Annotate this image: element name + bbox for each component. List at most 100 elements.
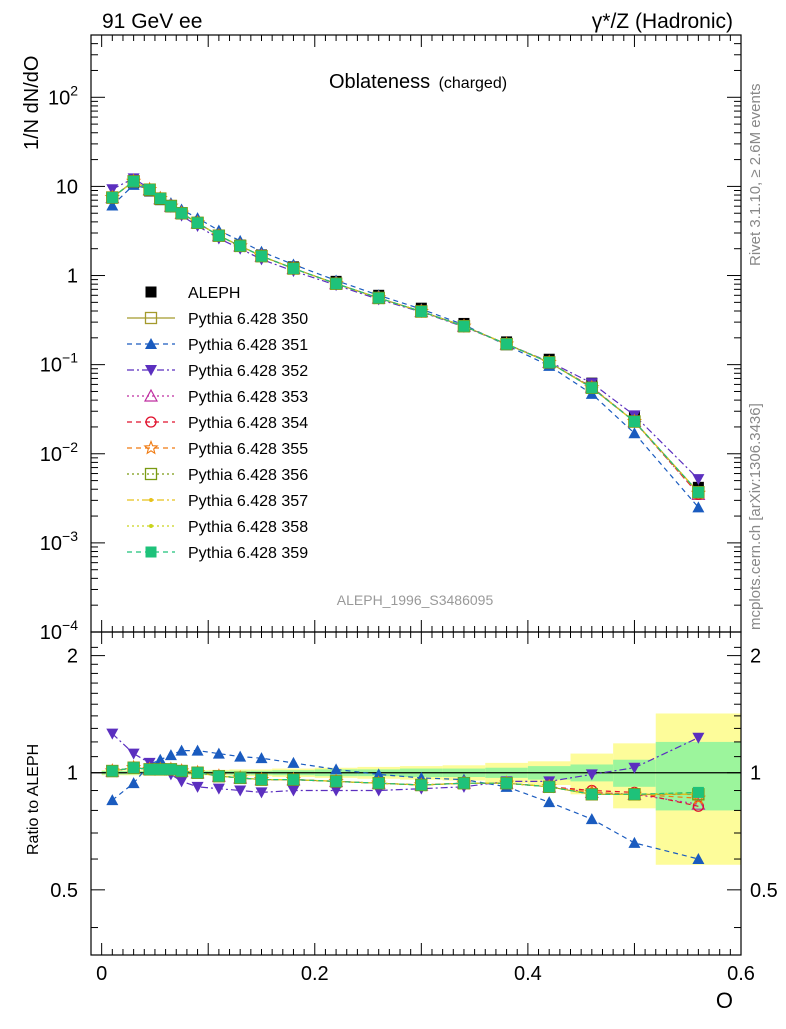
axes-ticks: 0 0.2 0.4 0.6 10−4 10−3 10−2 10−1 1 10 102 0.5 0.5 1 1… bbox=[40, 34, 778, 985]
data-point bbox=[586, 382, 598, 394]
data-point bbox=[458, 320, 470, 332]
y-tick-label: 10−4 bbox=[40, 617, 78, 644]
legend-label: Pythia 6.428 359 bbox=[188, 545, 308, 562]
ratio-point bbox=[213, 770, 225, 782]
ratio-point bbox=[234, 785, 247, 797]
top-frame bbox=[90, 34, 742, 633]
data-point bbox=[415, 305, 427, 317]
data-point bbox=[692, 486, 704, 498]
legend-label: Pythia 6.428 353 bbox=[188, 389, 308, 406]
ratio-plot-series bbox=[104, 728, 707, 865]
ratio-point bbox=[127, 748, 140, 760]
ratio-point bbox=[192, 767, 204, 779]
x-tick-label: 0.4 bbox=[514, 963, 542, 985]
ratio-y-tick-label: 2 bbox=[67, 646, 78, 668]
ratio-point bbox=[585, 813, 598, 825]
legend-marker bbox=[145, 416, 157, 428]
x-tick-label: 0.6 bbox=[727, 963, 755, 985]
ratio-point bbox=[458, 777, 470, 789]
legend-label: Pythia 6.428 357 bbox=[188, 493, 308, 510]
data-point bbox=[543, 356, 555, 368]
legend-label: Pythia 6.428 352 bbox=[188, 363, 308, 380]
plot-title-sub: (charged) bbox=[439, 75, 507, 92]
legend-item-353: Pythia 6.428 353 bbox=[127, 388, 308, 406]
legend-item-ALEPH: ALEPH bbox=[145, 285, 240, 302]
ratio-point bbox=[330, 785, 343, 797]
ratio-series-359 bbox=[106, 762, 704, 800]
ratio-point bbox=[106, 728, 119, 740]
legend-item-355: Pythia 6.428 355 bbox=[127, 439, 308, 458]
ratio-point bbox=[212, 783, 225, 795]
ratio-point bbox=[691, 796, 706, 810]
data-point bbox=[154, 193, 166, 205]
ratio-point bbox=[175, 744, 188, 756]
legend-item-356: Pythia 6.428 356 bbox=[127, 467, 308, 484]
ratio-y-tick-label-right: 1 bbox=[750, 763, 761, 785]
main-plot-series bbox=[104, 173, 707, 513]
mcplots-label: mcplots.cern.ch [arXiv:1306.3436] bbox=[747, 403, 764, 630]
ratio-point bbox=[255, 752, 268, 764]
ratio-point bbox=[501, 777, 513, 789]
y-tick-label: 10−3 bbox=[40, 528, 78, 555]
y-tick-label: 1 bbox=[67, 266, 78, 288]
legend-label: Pythia 6.428 350 bbox=[188, 311, 308, 328]
header-right: γ*/Z (Hadronic) bbox=[592, 10, 733, 33]
data-point bbox=[165, 200, 177, 212]
ratio-point bbox=[330, 763, 343, 775]
ratio-point bbox=[692, 786, 704, 798]
legend: ALEPH Pythia 6.428 350 Pythia 6.428 351 Pyt… bbox=[127, 285, 308, 562]
data-point bbox=[128, 175, 140, 187]
data-point bbox=[330, 278, 342, 290]
data-point bbox=[106, 192, 118, 204]
legend-item-351: Pythia 6.428 351 bbox=[127, 337, 308, 354]
ratio-point bbox=[586, 788, 598, 800]
legend-marker bbox=[145, 338, 157, 349]
ratio-point bbox=[692, 853, 705, 865]
plot-title-main: Oblateness bbox=[329, 71, 430, 93]
ratio-point bbox=[255, 787, 268, 799]
y-axis-label-ratio: Ratio to ALEPH bbox=[25, 744, 42, 855]
header-left: 91 GeV ee bbox=[102, 10, 202, 33]
data-point bbox=[628, 427, 641, 439]
ratio-point bbox=[191, 781, 204, 793]
data-point bbox=[501, 338, 513, 350]
ratio-point bbox=[628, 762, 641, 774]
ratio-y-tick-label: 0.5 bbox=[50, 880, 78, 902]
y-tick-label: 10 bbox=[56, 176, 78, 198]
legend-label: Pythia 6.428 356 bbox=[188, 467, 308, 484]
ratio-line bbox=[112, 767, 699, 795]
ratio-point bbox=[692, 732, 705, 744]
rivet-label: Rivet 3.1.10, ≥ 2.6M events bbox=[747, 84, 764, 267]
legend-marker bbox=[145, 365, 157, 376]
legend-marker bbox=[145, 546, 157, 558]
ratio-point bbox=[628, 788, 640, 800]
ratio-point bbox=[144, 763, 156, 775]
data-point bbox=[255, 250, 267, 262]
legend-label: Pythia 6.428 354 bbox=[188, 415, 308, 432]
series-line bbox=[111, 184, 699, 508]
ratio-point bbox=[234, 750, 247, 762]
series-359 bbox=[106, 175, 704, 498]
ratio-point bbox=[154, 753, 167, 765]
ratio-point bbox=[287, 774, 299, 786]
ratio-point bbox=[255, 774, 267, 786]
legend-label: Pythia 6.428 355 bbox=[188, 441, 308, 458]
legend-marker bbox=[144, 311, 158, 325]
analysis-id: ALEPH_1996_S3486095 bbox=[337, 592, 494, 608]
data-point bbox=[144, 184, 156, 196]
ratio-point bbox=[415, 779, 427, 791]
legend-marker bbox=[145, 286, 157, 298]
data-point bbox=[192, 217, 204, 229]
ratio-point bbox=[191, 744, 204, 756]
legend-marker bbox=[144, 467, 158, 481]
ratio-y-tick-label-right: 2 bbox=[750, 646, 761, 668]
ratio-point bbox=[154, 763, 166, 775]
data-point bbox=[373, 292, 385, 304]
ratio-point bbox=[106, 765, 118, 777]
data-point bbox=[287, 262, 299, 274]
legend-item-354: Pythia 6.428 354 bbox=[127, 415, 308, 432]
ratio-point bbox=[372, 768, 385, 780]
data-point bbox=[213, 230, 225, 242]
y-tick-label: 102 bbox=[48, 82, 78, 109]
